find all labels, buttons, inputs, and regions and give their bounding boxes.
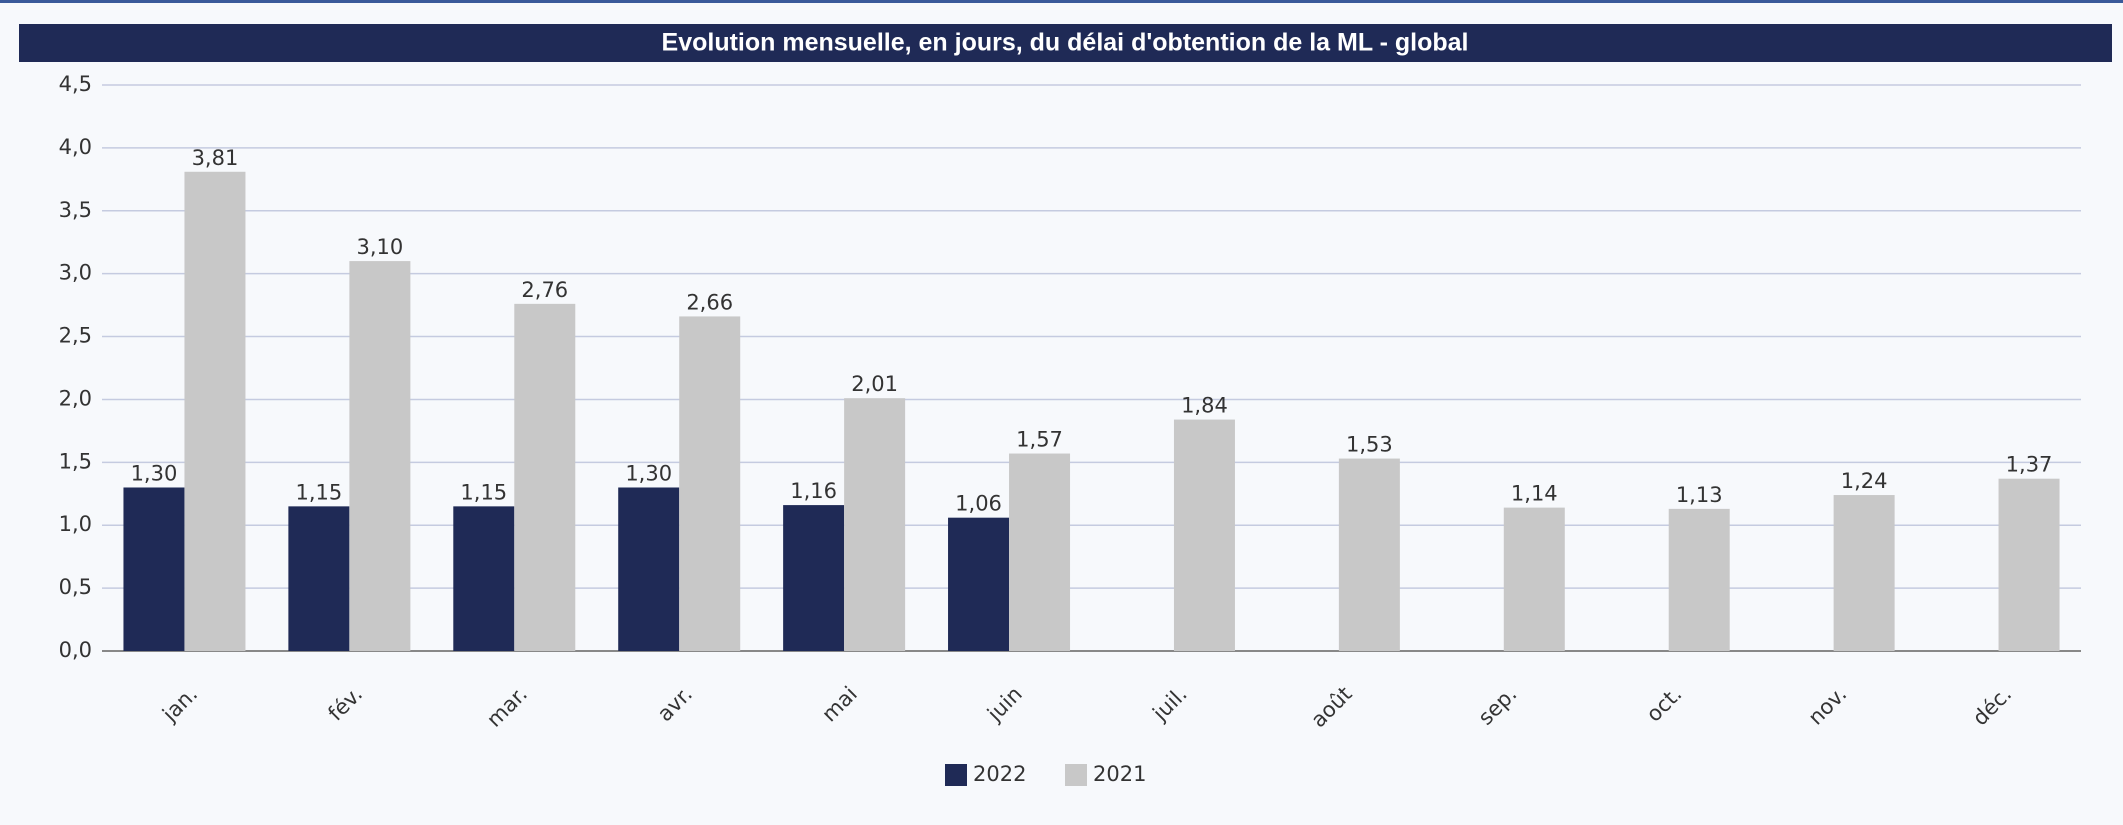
bar (1173, 419, 1235, 651)
legend-label: 2022 (973, 762, 1026, 786)
bar (349, 261, 411, 651)
bar (1998, 478, 2060, 651)
bar (679, 316, 741, 651)
chart-title: Evolution mensuelle, en jours, du délai … (662, 29, 1469, 57)
value-label: 1,06 (955, 492, 1002, 516)
value-label: 1,57 (1016, 428, 1063, 452)
value-label: 1,16 (790, 479, 837, 503)
value-label: 1,30 (625, 461, 672, 485)
bar (1009, 453, 1071, 651)
bar (288, 506, 350, 651)
y-tick-label: 3,0 (59, 261, 92, 285)
bar (514, 303, 576, 651)
value-label: 1,15 (295, 480, 342, 504)
value-label: 1,84 (1181, 394, 1228, 418)
y-tick-label: 3,5 (59, 198, 92, 222)
bar (1833, 495, 1895, 651)
value-label: 2,76 (521, 278, 568, 302)
y-tick-label: 2,5 (59, 324, 92, 348)
value-label: 1,30 (131, 461, 178, 485)
value-label: 3,10 (356, 235, 403, 259)
y-tick-label: 1,5 (59, 449, 92, 473)
value-label: 1,24 (1841, 469, 1888, 493)
legend-label: 2021 (1093, 762, 1146, 786)
y-tick-label: 2,0 (59, 386, 92, 410)
bar (1503, 507, 1565, 651)
top-border (0, 0, 2123, 3)
bar (783, 505, 845, 651)
y-tick-label: 0,0 (59, 638, 92, 662)
legend-swatch (945, 764, 967, 786)
value-label: 1,53 (1346, 433, 1393, 457)
value-label: 1,14 (1511, 482, 1558, 506)
legend-swatch (1065, 764, 1087, 786)
y-tick-label: 0,5 (59, 575, 92, 599)
value-label: 3,81 (192, 146, 239, 170)
title-bar (19, 24, 2112, 62)
value-label: 1,13 (1676, 483, 1723, 507)
bar (618, 487, 680, 651)
bar (844, 398, 906, 651)
value-label: 2,01 (851, 372, 898, 396)
y-tick-label: 4,0 (59, 135, 92, 159)
y-tick-label: 4,5 (59, 72, 92, 96)
value-label: 1,15 (460, 480, 507, 504)
bar (1338, 458, 1400, 651)
value-label: 2,66 (686, 290, 733, 314)
bar (123, 487, 185, 651)
bar (184, 171, 246, 651)
value-label: 1,37 (2006, 453, 2053, 477)
bar (948, 517, 1010, 651)
y-tick-label: 1,0 (59, 512, 92, 536)
bar (1668, 508, 1730, 651)
bar (453, 506, 515, 651)
